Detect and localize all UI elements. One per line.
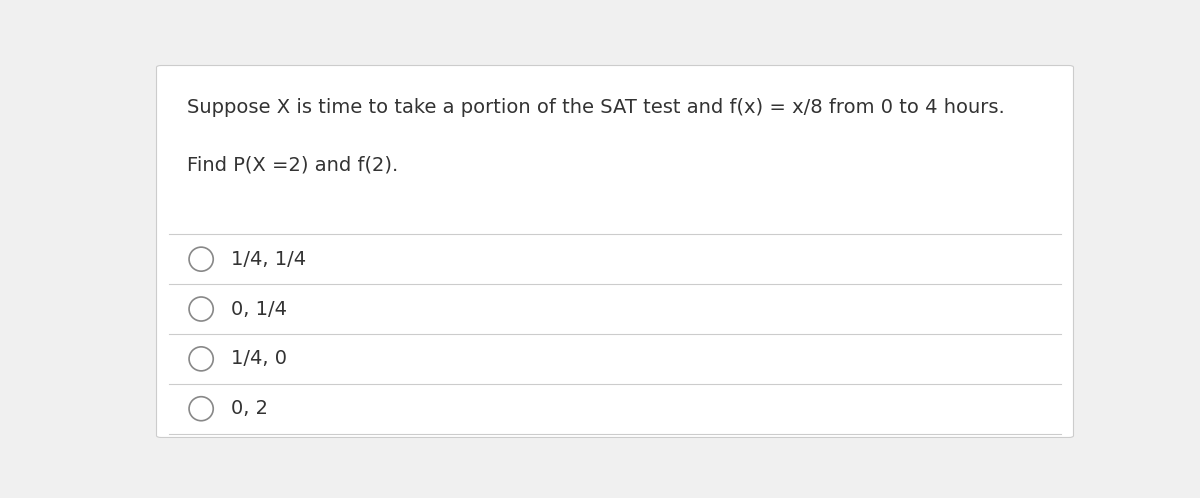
- Ellipse shape: [190, 347, 214, 371]
- Ellipse shape: [190, 397, 214, 421]
- Text: 1/4, 1/4: 1/4, 1/4: [230, 249, 306, 268]
- Text: 0, 1/4: 0, 1/4: [230, 299, 287, 319]
- Ellipse shape: [190, 247, 214, 271]
- Text: Suppose X is time to take a portion of the SAT test and f(x) = x/8 from 0 to 4 h: Suppose X is time to take a portion of t…: [187, 98, 1004, 117]
- Text: 0, 2: 0, 2: [230, 399, 268, 418]
- Text: 1/4, 0: 1/4, 0: [230, 350, 287, 369]
- Ellipse shape: [190, 297, 214, 321]
- Text: Find P(X =2) and f(2).: Find P(X =2) and f(2).: [187, 156, 398, 175]
- FancyBboxPatch shape: [156, 66, 1074, 437]
